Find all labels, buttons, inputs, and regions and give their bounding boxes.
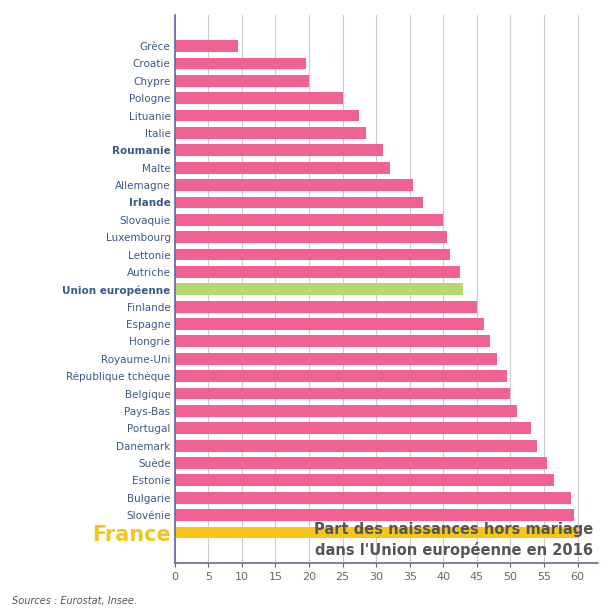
Bar <box>175 318 484 330</box>
Bar <box>175 40 238 52</box>
Bar <box>175 423 530 434</box>
Bar <box>175 405 517 417</box>
Bar <box>175 266 460 278</box>
Bar <box>175 127 366 139</box>
Bar <box>175 474 554 487</box>
Bar <box>175 92 343 104</box>
Bar <box>175 336 490 347</box>
Bar <box>175 387 511 400</box>
Bar <box>175 301 477 312</box>
Bar <box>175 527 577 538</box>
Bar <box>175 231 447 243</box>
Bar <box>175 179 413 191</box>
Bar <box>175 509 574 521</box>
Bar <box>175 162 389 174</box>
Bar <box>175 283 463 295</box>
Bar <box>175 492 571 504</box>
Bar <box>175 353 497 365</box>
Text: Sources : Eurostat, Insee.: Sources : Eurostat, Insee. <box>12 596 137 606</box>
Bar <box>175 110 359 121</box>
Bar <box>175 248 450 261</box>
Bar <box>175 457 547 469</box>
Bar <box>175 144 383 156</box>
Bar <box>175 197 423 208</box>
Bar <box>175 370 507 382</box>
Bar <box>175 214 443 226</box>
Bar <box>175 57 306 69</box>
Text: Part des naissances hors mariage
dans l'Union européenne en 2016: Part des naissances hors mariage dans l'… <box>314 522 593 558</box>
Bar <box>175 440 537 451</box>
Bar <box>175 75 309 86</box>
